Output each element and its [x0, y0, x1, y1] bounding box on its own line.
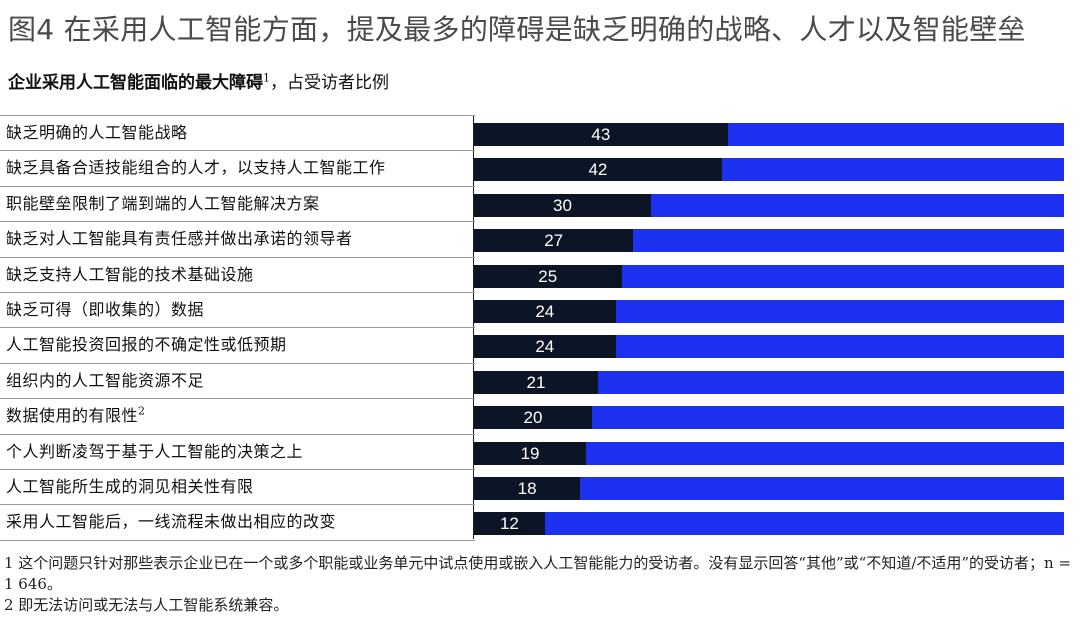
- footnote-2: 2 即无法访问或无法与人工智能系统兼容。: [4, 596, 289, 614]
- category-label: 人工智能投资回报的不确定性或低预期: [6, 327, 287, 362]
- bar-data-label: 19: [520, 443, 540, 463]
- category-label-text: 缺乏明确的人工智能战略: [6, 123, 188, 142]
- row-separator: [0, 398, 475, 400]
- bar-remainder-segment: [544, 512, 1064, 536]
- bar-remainder-segment: [651, 193, 1064, 217]
- row-separator: [0, 469, 475, 470]
- bar-remainder-segment: [597, 370, 1064, 394]
- row-separator: [0, 221, 475, 223]
- row-separator: [0, 433, 475, 435]
- category-label: 人工智能所生成的洞见相关性有限: [6, 469, 254, 504]
- bar-data-label: 43: [591, 125, 611, 144]
- y-axis-line: [473, 115, 474, 539]
- bar-remainder-segment: [615, 300, 1064, 323]
- category-label: 缺乏对人工智能具有责任感并做出承诺的领导者: [6, 221, 353, 256]
- bar-value-segment: [474, 512, 545, 536]
- category-label-text: 人工智能投资回报的不确定性或低预期: [6, 335, 287, 355]
- row-separator: [0, 504, 475, 506]
- category-label-text: 缺乏对人工智能具有责任感并做出承诺的领导者: [6, 229, 353, 249]
- footnotes: 1 这个问题只针对那些表示企业已在一个或多个职能或业务单元中试点使用或嵌入人工智…: [4, 553, 1076, 616]
- bar-value-segment: [474, 441, 587, 465]
- bar-row: 组织内的人工智能资源不足 21: [0, 363, 1080, 398]
- bar-data-label: 25: [538, 266, 558, 286]
- bar-data-label: 24: [535, 302, 555, 321]
- bar-row: 缺乏具备合适技能组合的人才，以支持人工智能工作 42: [0, 150, 1080, 185]
- row-separator: [0, 327, 475, 329]
- bar-row: 缺乏支持人工智能的技术基础设施 25: [0, 257, 1080, 292]
- bar-data-label: 21: [526, 372, 546, 392]
- category-label: 组织内的人工智能资源不足: [6, 363, 204, 398]
- bar-data-label: 12: [499, 514, 519, 534]
- bar-row: 人工智能投资回报的不确定性或低预期 24: [0, 327, 1080, 362]
- bar-data-label: 27: [544, 231, 564, 251]
- category-label-text: 缺乏支持人工智能的技术基础设施: [6, 264, 254, 284]
- bar-row: 缺乏明确的人工智能战略 43: [0, 115, 1080, 150]
- category-label-text: 组织内的人工智能资源不足: [6, 370, 205, 390]
- bar-remainder-segment: [721, 158, 1064, 182]
- category-label: 缺乏明确的人工智能战略: [6, 115, 188, 150]
- subtitle-footnote-marker: 1: [263, 71, 270, 85]
- row-separator: [0, 362, 475, 364]
- bar-remainder-segment: [615, 335, 1064, 359]
- category-label-text: 人工智能所生成的洞见相关性有限: [6, 477, 254, 496]
- bar-value-segment: [474, 477, 581, 500]
- bar-data-label: 24: [535, 337, 555, 357]
- chart-subtitle: 企业采用人工智能面临的最大障碍1，占受访者比例: [8, 68, 389, 93]
- bar-data-label: 30: [553, 195, 572, 215]
- bar-row: 缺乏可得（即收集的）数据 24: [0, 292, 1080, 327]
- category-label-text: 个人判断凌驾于基于人工智能的决策之上: [6, 441, 304, 461]
- bar-value-segment: [474, 229, 634, 253]
- bar-data-label: 20: [523, 408, 543, 428]
- row-separator: [0, 292, 475, 293]
- category-label-text: 缺乏具备合适技能组合的人才，以支持人工智能工作: [6, 158, 386, 178]
- subtitle-bold: 企业采用人工智能面临的最大障碍: [8, 73, 263, 93]
- bar-row: 缺乏对人工智能具有责任感并做出承诺的领导者 27: [0, 221, 1080, 256]
- bar-remainder-segment: [621, 264, 1064, 288]
- row-separator: [0, 115, 475, 116]
- subtitle-rest: ，占受访者比例: [270, 73, 389, 93]
- bar-value-segment: [474, 406, 592, 430]
- bar-remainder-segment: [633, 229, 1064, 253]
- category-footnote-marker: 2: [138, 404, 146, 418]
- bar-remainder-segment: [592, 406, 1064, 430]
- category-label-text: 采用人工智能后，一线流程未做出相应的改变: [6, 512, 337, 532]
- bar-value-segment: [474, 193, 651, 217]
- row-separator: [0, 539, 475, 541]
- bar-value-segment: [474, 335, 616, 359]
- bar-row: 个人判断凌驾于基于人工智能的决策之上 19: [0, 434, 1080, 469]
- footnote-1: 1 这个问题只针对那些表示企业已在一个或多个职能或业务单元中试点使用或嵌入人工智…: [4, 554, 1072, 593]
- bar-value-segment: [474, 370, 598, 394]
- category-label: 数据使用的有限性2: [6, 398, 146, 433]
- category-label: 缺乏可得（即收集的）数据: [6, 292, 204, 327]
- category-label: 采用人工智能后，一线流程未做出相应的改变: [6, 504, 336, 539]
- row-separator: [0, 185, 475, 187]
- chart-title: 图4 在采用人工智能方面，提及最多的障碍是缺乏明确的战略、人才以及智能壁垒: [8, 13, 1026, 46]
- bar-row: 数据使用的有限性2 20: [0, 398, 1080, 433]
- bar-row: 采用人工智能后，一线流程未做出相应的改变 12: [0, 504, 1080, 539]
- row-separator: [0, 150, 475, 152]
- category-label: 职能壁垒限制了端到端的人工智能解决方案: [6, 186, 320, 221]
- bar-remainder-segment: [580, 477, 1064, 500]
- category-label-text: 职能壁垒限制了端到端的人工智能解决方案: [6, 193, 320, 213]
- bar-data-label: 42: [588, 160, 608, 180]
- bar-value-segment: [474, 264, 622, 288]
- category-label: 缺乏具备合适技能组合的人才，以支持人工智能工作: [6, 150, 386, 185]
- category-label: 缺乏支持人工智能的技术基础设施: [6, 257, 254, 292]
- category-label-text: 缺乏可得（即收集的）数据: [6, 300, 205, 319]
- bar-remainder-segment: [727, 123, 1064, 146]
- bar-data-label: 18: [517, 479, 537, 498]
- bar-value-segment: [474, 123, 728, 146]
- row-separator: [0, 256, 475, 258]
- bar-row: 职能壁垒限制了端到端的人工智能解决方案 30: [0, 186, 1080, 221]
- bar-row: 人工智能所生成的洞见相关性有限 18: [0, 469, 1080, 504]
- category-label-text: 数据使用的有限性: [6, 406, 139, 426]
- bar-chart: 缺乏明确的人工智能战略 43 缺乏具备合适技能组合的人才，以支持人工智能工作 42 职能…: [0, 115, 1080, 541]
- bar-value-segment: [474, 158, 722, 182]
- bar-value-segment: [474, 300, 616, 323]
- category-label: 个人判断凌驾于基于人工智能的决策之上: [6, 434, 303, 469]
- bar-remainder-segment: [586, 441, 1064, 465]
